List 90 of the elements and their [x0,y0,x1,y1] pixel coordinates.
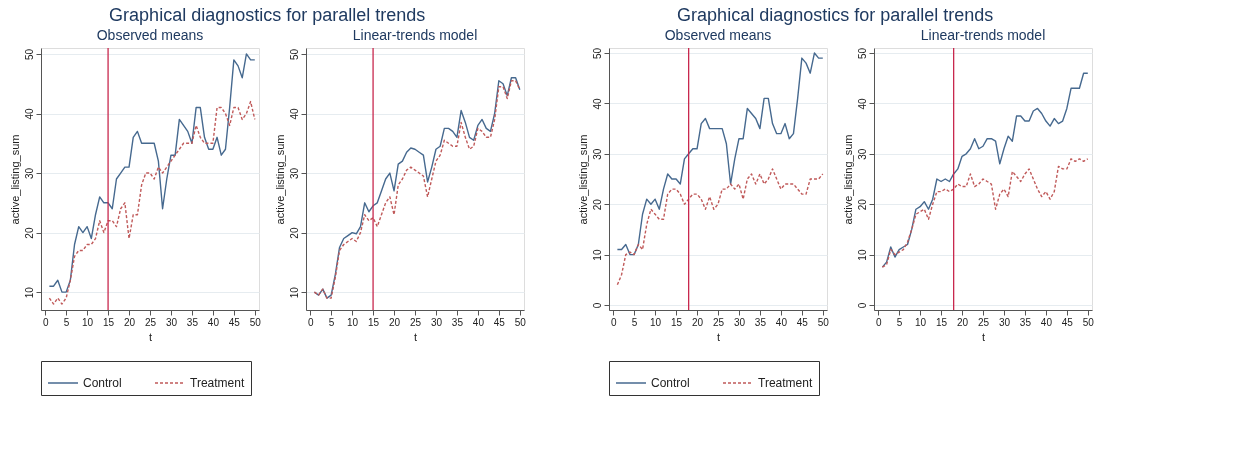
line-series [616,168,824,286]
x-tick-label: 50 [249,316,262,328]
y-tick-label: 30 [23,167,35,180]
x-tick-label: 40 [775,316,788,328]
y-axis-title: active_listing_sum [576,134,589,225]
x-tick-label: 35 [451,316,464,328]
x-tick-label: 0 [610,316,617,328]
y-tick-label: 40 [591,97,603,110]
y-tick-label: 50 [591,47,603,60]
x-tick-label: 10 [915,316,927,328]
x-axis-title: t [148,330,153,343]
y-tick-label: 10 [288,286,300,299]
x-tick-label: 30 [733,316,746,328]
line-series [616,52,824,256]
chart-title: Graphical diagnostics for parallel trends [109,4,426,25]
chart-subtitle: Linear-trends model [920,27,1046,44]
y-tick-label: 30 [288,167,300,180]
y-axis-title: active_listing_sum [8,134,21,225]
y-tick-label: 20 [288,227,300,239]
y-tick-label: 40 [856,97,868,110]
y-tick-label: 10 [856,249,868,261]
chart-title: Graphical diagnostics for parallel trends [677,4,994,25]
x-tick-label: 20 [388,316,401,328]
y-tick-label: 50 [856,47,868,60]
x-tick-label: 30 [165,316,178,328]
x-tick-label: 40 [1040,316,1053,328]
x-tick-label: 35 [754,316,767,328]
x-tick-label: 15 [368,316,380,328]
x-tick-label: 5 [896,316,903,328]
x-tick-label: 15 [103,316,115,328]
y-axis-title: active_listing_sum [841,134,854,225]
y-tick-label: 50 [288,48,300,61]
line-series [881,72,1089,268]
x-tick-label: 10 [650,316,662,328]
legend-label: Control [83,376,122,390]
y-tick-label: 10 [23,286,35,299]
x-tick-label: 30 [998,316,1011,328]
y-tick-label: 30 [591,148,603,160]
x-tick-label: 0 [42,316,49,328]
x-tick-label: 10 [82,316,94,328]
y-tick-label: 10 [591,249,603,261]
x-tick-label: 50 [514,316,527,328]
y-axis-title: active_listing_sum [273,134,286,225]
line-series [48,100,256,305]
x-tick-label: 45 [228,316,241,328]
x-tick-label: 50 [1082,316,1095,328]
x-tick-label: 40 [207,316,220,328]
x-tick-label: 50 [817,316,830,328]
y-tick-label: 20 [23,227,35,239]
y-tick-label: 30 [856,148,868,160]
x-tick-label: 25 [144,316,157,328]
x-tick-label: 10 [347,316,359,328]
x-tick-label: 20 [123,316,136,328]
x-axis-title: t [981,330,986,343]
x-tick-label: 15 [936,316,948,328]
x-tick-label: 35 [1019,316,1032,328]
x-axis-title: t [413,330,418,343]
y-tick-label: 40 [23,108,35,120]
y-tick-label: 0 [591,302,603,309]
x-tick-label: 25 [712,316,725,328]
x-tick-label: 25 [409,316,422,328]
legend-label: Control [651,376,690,390]
x-tick-label: 40 [472,316,485,328]
y-tick-label: 20 [856,198,868,211]
x-tick-label: 0 [307,316,314,328]
x-tick-label: 5 [631,316,638,328]
x-tick-label: 25 [977,316,990,328]
line-series [881,158,1089,268]
x-tick-label: 20 [691,316,704,328]
y-tick-label: 50 [23,48,35,61]
chart-subtitle: Linear-trends model [352,27,478,44]
chart-subtitle: Observed means [664,27,772,44]
chart-subtitle: Observed means [96,27,204,44]
y-tick-label: 0 [856,302,868,309]
x-tick-label: 35 [186,316,199,328]
x-axis-title: t [716,330,721,343]
x-tick-label: 45 [796,316,809,328]
legend-label: Treatment [758,376,813,390]
y-tick-label: 20 [591,198,603,211]
y-tick-label: 40 [288,108,300,120]
legend-label: Treatment [190,376,245,390]
x-tick-label: 0 [875,316,882,328]
x-tick-label: 20 [956,316,969,328]
x-tick-label: 5 [63,316,70,328]
x-tick-label: 15 [671,316,683,328]
line-series [48,53,256,293]
x-tick-label: 5 [328,316,335,328]
x-tick-label: 45 [1061,316,1074,328]
x-tick-label: 30 [430,316,443,328]
x-tick-label: 45 [493,316,506,328]
